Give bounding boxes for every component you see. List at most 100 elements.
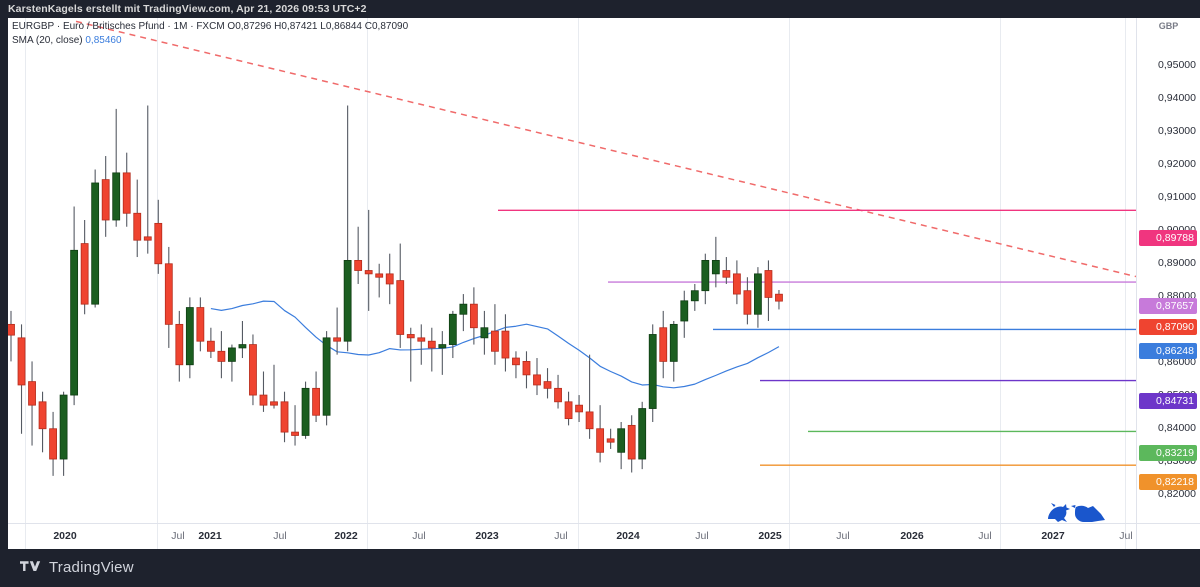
candle-body[interactable] xyxy=(564,401,573,420)
candle-body[interactable] xyxy=(249,344,257,396)
candle-body[interactable] xyxy=(722,270,731,278)
candle-body[interactable] xyxy=(575,404,583,413)
candle-body[interactable] xyxy=(333,337,342,342)
candle-body[interactable] xyxy=(617,428,626,453)
time-scale[interactable]: 2020 Jul 2021 Jul 2022 Jul 2023 Jul 2024 Jul 2025 J… xyxy=(8,523,1136,550)
time-label: 2021 xyxy=(198,530,222,542)
candle-body[interactable] xyxy=(596,428,605,453)
candle-body[interactable] xyxy=(711,259,720,275)
candle-body[interactable] xyxy=(427,340,436,349)
price-badge-violet[interactable]: 0,87657 xyxy=(1139,298,1197,314)
time-label: 2020 xyxy=(53,530,77,542)
candle-body[interactable] xyxy=(417,337,426,342)
candle-body[interactable] xyxy=(512,357,520,366)
candle-body[interactable] xyxy=(448,313,457,345)
candle-body[interactable] xyxy=(38,401,47,430)
candle-body[interactable] xyxy=(491,330,499,352)
candle-body[interactable] xyxy=(175,323,184,366)
candle-body[interactable] xyxy=(143,236,152,241)
time-separator xyxy=(578,524,579,550)
candle-body[interactable] xyxy=(133,212,142,241)
time-separator xyxy=(25,524,26,550)
candle-body[interactable] xyxy=(659,327,668,362)
candle-body[interactable] xyxy=(554,387,562,403)
candle-body[interactable] xyxy=(669,323,678,362)
candle-body[interactable] xyxy=(228,347,236,362)
chart-canvas xyxy=(8,20,1136,476)
candle-body[interactable] xyxy=(533,374,541,386)
candle-body[interactable] xyxy=(270,401,278,406)
candle-body[interactable] xyxy=(585,411,594,430)
price-tick: 0,94000 xyxy=(1158,92,1196,104)
candle-body[interactable] xyxy=(469,303,478,329)
candle-body[interactable] xyxy=(459,303,468,315)
candle-body[interactable] xyxy=(438,344,447,349)
price-scale-currency: GBP xyxy=(1158,21,1179,31)
candle-body[interactable] xyxy=(322,337,331,416)
candle-body[interactable] xyxy=(501,330,510,359)
candle-body[interactable] xyxy=(49,428,57,460)
candle-body[interactable] xyxy=(732,273,741,295)
candle-body[interactable] xyxy=(312,387,320,416)
candle-body[interactable] xyxy=(80,243,89,305)
candle-body[interactable] xyxy=(154,222,163,265)
candle-body[interactable] xyxy=(91,182,100,305)
price-badge-last-price[interactable]: 0,87090 xyxy=(1139,319,1197,335)
candle-body[interactable] xyxy=(701,259,710,292)
tradingview-logo-icon xyxy=(20,560,41,571)
candle-body[interactable] xyxy=(627,424,636,460)
candle-body[interactable] xyxy=(122,172,131,214)
candle-body[interactable] xyxy=(543,381,552,389)
candle-body[interactable] xyxy=(101,179,110,221)
candle-body[interactable] xyxy=(59,394,68,460)
candle-body[interactable] xyxy=(364,270,373,275)
candle-body[interactable] xyxy=(375,273,384,278)
candle-body[interactable] xyxy=(764,270,773,298)
candle-body[interactable] xyxy=(259,394,268,406)
price-badge-blue[interactable]: 0,86248 xyxy=(1139,343,1197,359)
candle-body[interactable] xyxy=(280,401,289,433)
candle-body[interactable] xyxy=(112,172,121,221)
candle-body[interactable] xyxy=(396,280,405,335)
price-badge-darkviolet[interactable]: 0,84731 xyxy=(1139,393,1197,409)
candle-body[interactable] xyxy=(690,290,699,302)
candle-body[interactable] xyxy=(385,273,394,285)
candle-body[interactable] xyxy=(217,350,226,362)
candle-body[interactable] xyxy=(164,263,173,325)
candle-body[interactable] xyxy=(680,300,689,322)
candle-body[interactable] xyxy=(301,387,310,436)
candle-body[interactable] xyxy=(638,408,647,460)
candle-body[interactable] xyxy=(754,273,762,315)
candle-body[interactable] xyxy=(354,259,363,271)
candle-body[interactable] xyxy=(648,334,657,409)
candle-body[interactable] xyxy=(196,307,205,342)
grid-line-vertical xyxy=(578,18,579,523)
candle-body[interactable] xyxy=(522,360,531,376)
price-badge-resistance-pink[interactable]: 0,89788 xyxy=(1139,230,1197,246)
candle-body[interactable] xyxy=(406,334,415,339)
candle-body[interactable] xyxy=(291,431,299,436)
candle-body[interactable] xyxy=(28,381,36,406)
time-label: Jul xyxy=(836,530,850,542)
candle-body[interactable] xyxy=(70,249,79,396)
candle-body[interactable] xyxy=(185,307,194,366)
candle-body[interactable] xyxy=(775,293,783,302)
price-scale[interactable]: GBP 0,95000 0,94000 0,93000 0,92000 0,91000 0… xyxy=(1136,18,1200,533)
candle-body[interactable] xyxy=(743,290,752,315)
price-badge-green[interactable]: 0,83219 xyxy=(1139,445,1197,461)
candle-body[interactable] xyxy=(17,337,26,386)
candle-body[interactable] xyxy=(480,327,489,339)
candle-body[interactable] xyxy=(343,259,352,342)
candle-body[interactable] xyxy=(206,340,215,352)
tradingview-brand[interactable]: TradingView xyxy=(20,559,134,576)
chart-plot-area[interactable]: EURGBP · Euro / Britisches Pfund · 1M · … xyxy=(8,18,1136,523)
bull-bear-icon xyxy=(1048,503,1105,522)
trendline-dashed[interactable] xyxy=(75,20,1136,278)
candle-body[interactable] xyxy=(606,438,615,443)
time-separator xyxy=(367,524,368,550)
price-badge-orange[interactable]: 0,82218 xyxy=(1139,474,1197,490)
candle-body[interactable] xyxy=(8,323,15,336)
price-tick: 0,92000 xyxy=(1158,158,1196,170)
bottom-bar: TradingView xyxy=(0,549,1200,587)
candle-body[interactable] xyxy=(238,344,247,349)
